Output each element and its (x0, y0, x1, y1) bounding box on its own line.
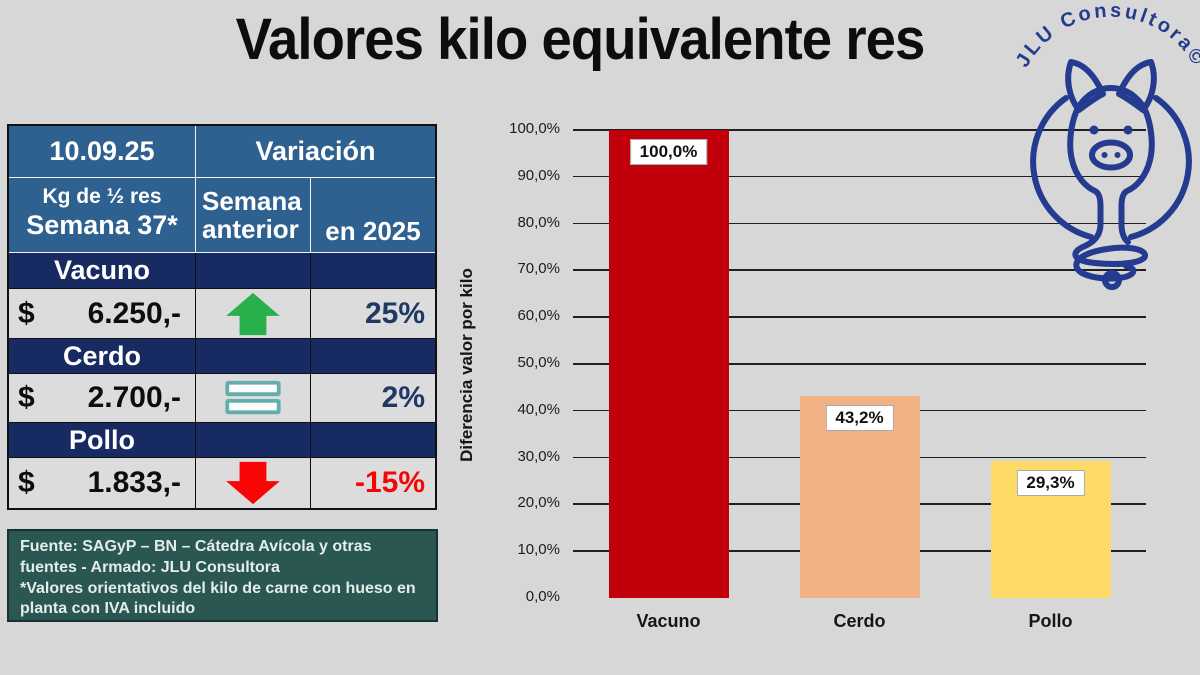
row-pollo-trend (196, 458, 311, 508)
pig-right-ear (1116, 59, 1157, 113)
row-cerdo-trend (196, 374, 311, 423)
currency-symbol: $ (18, 296, 35, 330)
table-date-header: 10.09.25 (9, 126, 196, 178)
row-cerdo-price: $ 2.700,- (9, 374, 196, 423)
bulb-right-arc (1128, 95, 1192, 240)
source-note-box: Fuente: SAGyP – BN – Cátedra Avícola y o… (7, 529, 438, 622)
up-arrow-icon (226, 292, 280, 335)
table-col3-header: en 2025 (311, 178, 435, 253)
price-table: 10.09.25 Variación Kg de ½ res Semana 37… (7, 124, 437, 510)
page-title: Valores kilo equivalente res (235, 7, 926, 72)
row-vacuno-trend (196, 289, 311, 339)
gridline (573, 129, 1146, 131)
bar-vacuno (608, 130, 729, 598)
currency-symbol: $ (18, 381, 35, 414)
row-cerdo-spacer1 (196, 339, 311, 374)
pig-left-ear (1065, 59, 1106, 113)
logo-arc-text: JLU Consultora© (1014, 0, 1200, 71)
category-label: Vacuno (636, 611, 701, 631)
row-cerdo-pct: 2% (311, 374, 435, 423)
currency-symbol: $ (18, 466, 35, 499)
pig-head-left (1067, 103, 1104, 227)
row-pollo-name: Pollo (9, 423, 196, 458)
bar-data-label: 100,0% (629, 139, 708, 165)
price-value: 2.700,- (87, 381, 181, 414)
col1-header-line1: Kg de ½ res (42, 185, 162, 209)
bulb-coil-right (1118, 221, 1131, 245)
pig-head-right (1118, 103, 1155, 227)
gridline (573, 175, 1146, 178)
source-text: Fuente: SAGyP – BN – Cátedra Avícola y o… (20, 538, 372, 576)
row-pollo-pct: -15% (311, 458, 435, 508)
price-value: 6.250,- (87, 296, 181, 330)
gridline (573, 222, 1146, 225)
y-tick-label: 100,0% (509, 120, 560, 137)
gridline (573, 316, 1146, 318)
category-label: Pollo (1028, 611, 1073, 631)
row-vacuno-name: Vacuno (9, 253, 196, 289)
category-label: Cerdo (833, 611, 886, 631)
equals-icon (225, 380, 281, 415)
price-value: 1.833,- (87, 466, 181, 499)
y-tick-label: 30,0% (517, 447, 560, 465)
pig-head-top (1076, 85, 1146, 109)
table-col2-header: Semana anterior (196, 178, 311, 253)
row-vacuno-spacer2 (311, 253, 435, 289)
bar-data-label: 29,3% (1016, 469, 1085, 496)
row-cerdo-spacer2 (311, 339, 435, 374)
pig-left-eye (1089, 125, 1099, 135)
y-tick-label: 80,0% (517, 213, 560, 231)
pig-snout (1089, 139, 1133, 171)
row-pollo-spacer1 (196, 423, 311, 458)
y-tick-label: 90,0% (517, 166, 560, 184)
y-tick-label: 10,0% (517, 541, 560, 559)
gridline (573, 363, 1146, 365)
bar-data-label: 43,2% (825, 404, 894, 431)
y-tick-label: 20,0% (517, 494, 560, 512)
y-tick-label: 0,0% (525, 588, 560, 605)
table-variation-header: Variación (196, 126, 435, 178)
pig-right-nostril (1114, 152, 1121, 158)
row-pollo-spacer2 (311, 423, 435, 458)
row-vacuno-pct: 25% (311, 289, 435, 339)
y-tick-label: 40,0% (517, 400, 560, 418)
row-cerdo-name: Cerdo (9, 339, 196, 374)
y-tick-label: 60,0% (517, 307, 560, 325)
note-text: *Valores orientativos del kilo de carne … (20, 579, 416, 618)
col1-header-line2: Semana 37* (26, 209, 178, 240)
row-vacuno-spacer1 (196, 253, 311, 289)
bulb-coil-end (1102, 270, 1122, 290)
row-pollo-price: $ 1.833,- (9, 458, 196, 508)
row-vacuno-price: $ 6.250,- (9, 289, 196, 339)
table-col1-header: Kg de ½ res Semana 37* (9, 178, 196, 253)
pig-right-eye (1123, 125, 1133, 135)
y-tick-label: 70,0% (517, 260, 560, 278)
down-arrow-icon (226, 461, 280, 505)
pig-left-nostril (1101, 152, 1108, 158)
bulb-left-arc (1030, 95, 1094, 240)
y-tick-label: 50,0% (517, 354, 560, 371)
jlu-consultora-logo: JLU Consultora© (1014, 0, 1200, 290)
gridline (573, 269, 1146, 271)
